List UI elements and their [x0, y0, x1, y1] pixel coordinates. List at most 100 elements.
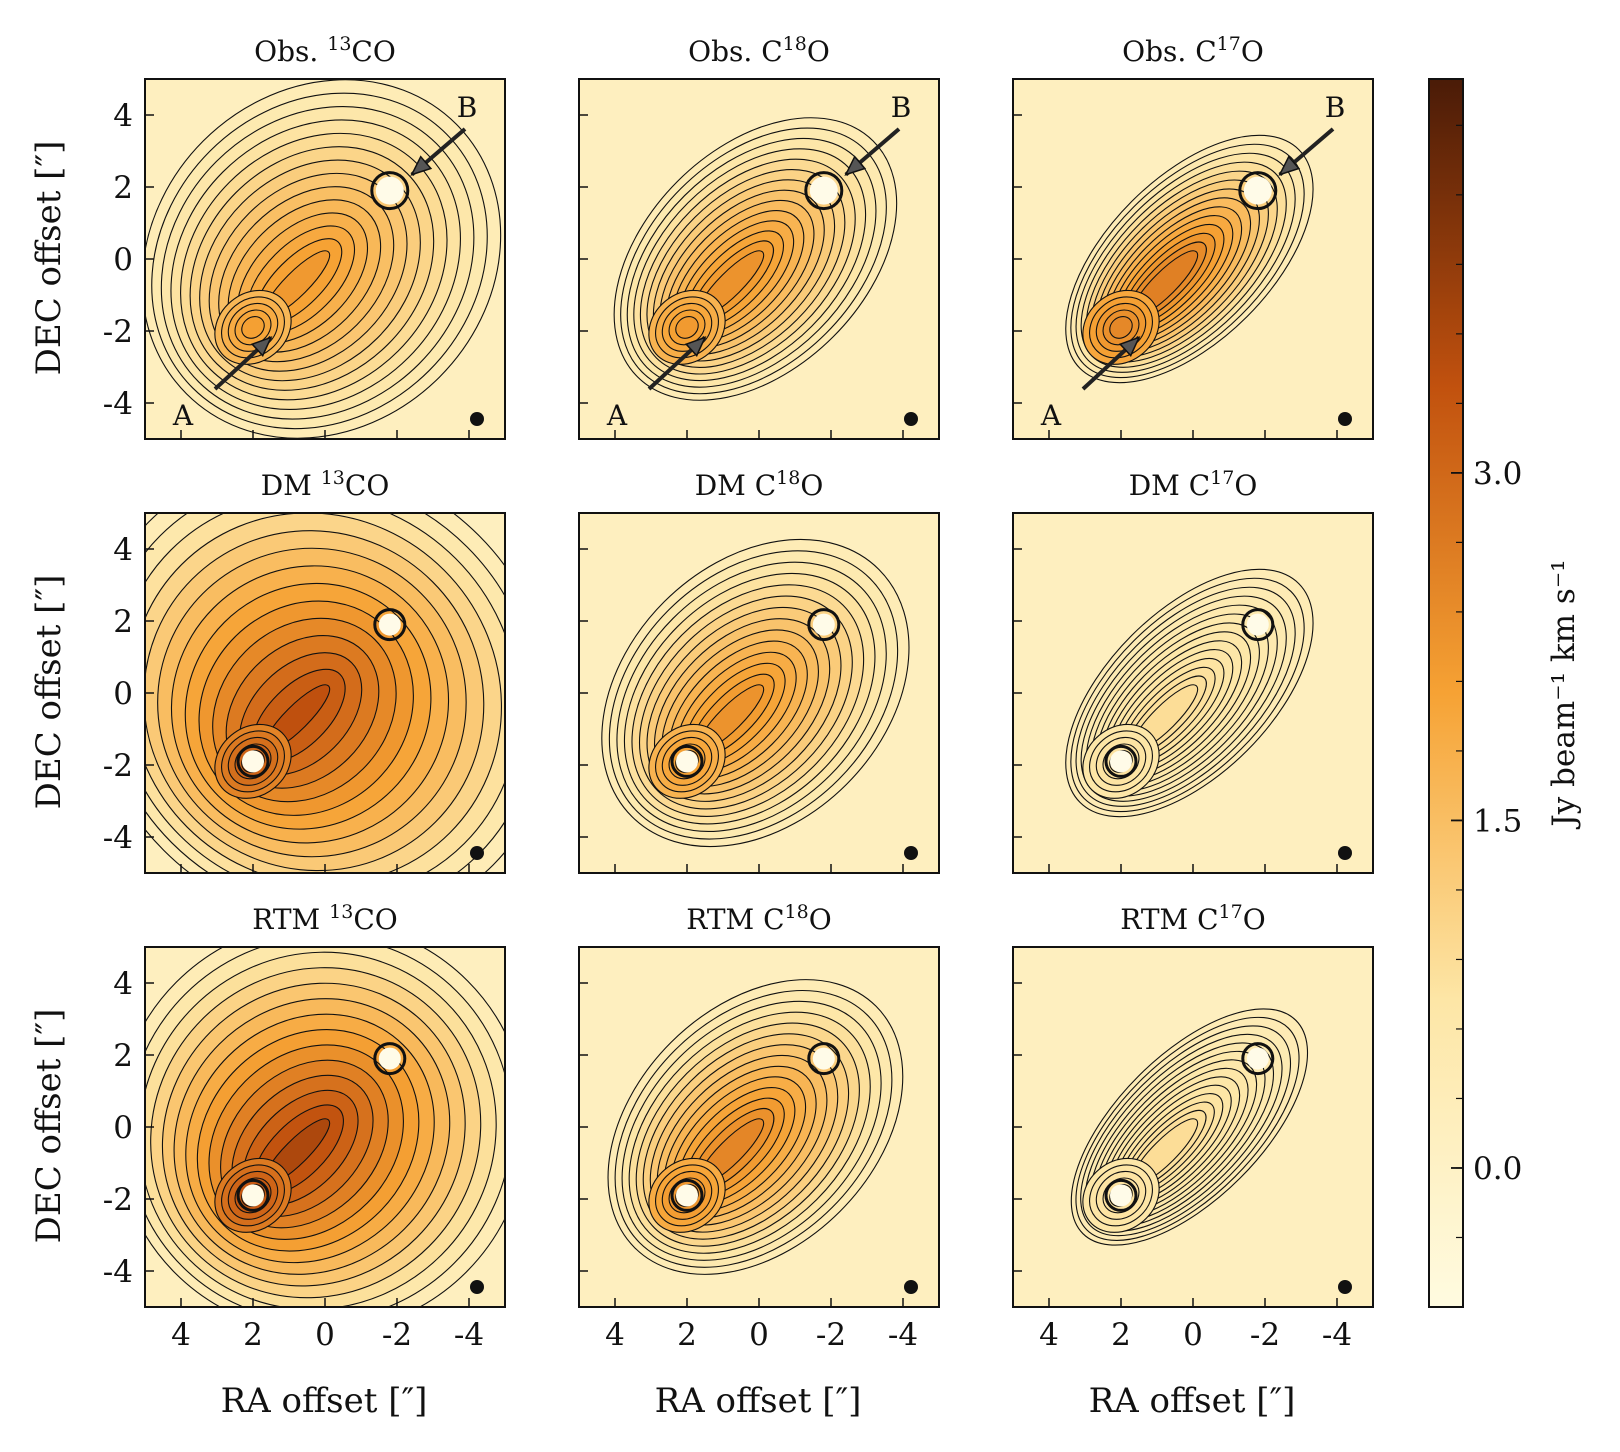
- panel-title: RTM C17O: [1120, 901, 1265, 936]
- beam-ellipse: [1338, 846, 1352, 860]
- source-b-label: B: [457, 91, 478, 124]
- panel-rtm-c18o: 4 2 0 -2 -4 RTM C18O: [578, 901, 940, 1353]
- x-tick-label: 4: [1039, 1317, 1059, 1353]
- source-a-hole: [1110, 750, 1132, 773]
- emission-map: [145, 947, 505, 1307]
- arrow-to-source-b-head: [1278, 155, 1301, 176]
- colorbar: 0.0 1.5 3.0 Jy beam⁻¹ km s⁻¹: [1428, 78, 1582, 1308]
- source-b-label: B: [1325, 91, 1346, 124]
- source-b-hole: [378, 613, 401, 636]
- y-axis-label-row2: DEC offset [″]: [29, 575, 69, 810]
- source-a-hole-ring: [236, 744, 270, 778]
- y-tick-label: -2: [103, 1182, 133, 1218]
- x-axis-label-col1: RA offset [″]: [221, 1381, 428, 1421]
- arrow-to-source-a-head: [250, 336, 273, 357]
- colorbar-tick-label: 0.0: [1473, 1151, 1522, 1187]
- source-a-hole: [676, 1184, 698, 1207]
- source-b-hole: [812, 1047, 835, 1070]
- source-b-hole-ring: [1238, 171, 1278, 211]
- beam-ellipse: [470, 412, 484, 426]
- source-b-label: B: [891, 91, 912, 124]
- x-tick-label: -2: [382, 1317, 412, 1353]
- y-tick-label: 4: [113, 98, 133, 134]
- source-a-label: A: [172, 399, 194, 432]
- arrow-to-source-a-head: [1118, 336, 1141, 357]
- source-a-hole-ring: [1104, 1178, 1138, 1212]
- beam-ellipse: [1338, 1280, 1352, 1294]
- colorbar-tick-label: 3.0: [1473, 456, 1522, 492]
- source-a-hole: [242, 1184, 264, 1207]
- x-tick-label: 2: [1111, 1317, 1131, 1353]
- panel-title: RTM C18O: [686, 901, 831, 936]
- source-b-hole-ring: [804, 171, 844, 211]
- beam-ellipse: [1338, 412, 1352, 426]
- y-tick-label: 2: [113, 604, 133, 640]
- y-tick-label: -4: [103, 820, 133, 856]
- y-tick-label: -2: [103, 314, 133, 350]
- colorbar-tick-label: 1.5: [1473, 803, 1522, 839]
- beam-ellipse: [470, 846, 484, 860]
- emission-map: [1065, 134, 1314, 384]
- panel-rtm-c17o: 4 2 0 -2 -4 RTM C17O: [1012, 901, 1374, 1353]
- y-tick-label: 0: [113, 242, 133, 278]
- panel-obs-13co: 4 2 0 -2 -4 Obs. 13CO B A: [103, 33, 506, 440]
- source-a-hole-ring: [1104, 744, 1138, 778]
- panel-title: DM C17O: [1129, 467, 1258, 502]
- source-a-hole-ring: [670, 1178, 704, 1212]
- x-axis-label-col2: RA offset [″]: [655, 1381, 862, 1421]
- arrow-to-source-b-head: [844, 155, 867, 176]
- panel-title: RTM 13CO: [252, 901, 397, 936]
- y-tick-label: -4: [103, 1254, 133, 1290]
- emission-map: [1070, 1008, 1309, 1246]
- beam-ellipse: [904, 846, 918, 860]
- x-tick-label: 4: [605, 1317, 625, 1353]
- contour-level-source-a: [1109, 315, 1133, 339]
- y-tick-label: 0: [113, 1110, 133, 1146]
- source-b-hole-ring: [370, 171, 410, 211]
- source-b-hole: [1246, 1047, 1269, 1070]
- panel-title: DM C18O: [695, 467, 824, 502]
- panel-obs-c17o: Obs. C17O B A: [1012, 33, 1374, 440]
- panel-title: Obs. C17O: [1122, 33, 1264, 68]
- emission-map: [601, 538, 910, 848]
- beam-ellipse: [470, 1280, 484, 1294]
- source-b-hole: [812, 613, 835, 636]
- x-tick-label: 2: [677, 1317, 697, 1353]
- x-tick-label: -4: [1322, 1317, 1352, 1353]
- y-axis-labels: DEC offset [″] DEC offset [″] DEC offset…: [29, 141, 69, 1244]
- contour-level-source-a: [675, 315, 699, 339]
- source-b-hole-ring: [807, 1042, 841, 1076]
- source-a-hole-ring: [670, 744, 704, 778]
- x-tick-label: 4: [171, 1317, 191, 1353]
- y-tick-label: 2: [113, 1038, 133, 1074]
- panel-title: DM 13CO: [261, 467, 390, 502]
- source-a-label: A: [606, 399, 628, 432]
- x-tick-label: 0: [749, 1317, 769, 1353]
- panel-dm-c18o: DM C18O: [578, 467, 940, 874]
- source-b-hole: [1246, 613, 1269, 636]
- x-tick-label: -2: [816, 1317, 846, 1353]
- y-tick-label: 2: [113, 170, 133, 206]
- source-b-hole-ring: [373, 608, 407, 642]
- panel-rtm-13co: 4 2 0 -2 -4 4 2 0 -2 -4 RTM 13CO: [103, 901, 506, 1353]
- arrow-to-source-a-head: [684, 336, 707, 357]
- source-b-hole: [809, 176, 838, 205]
- x-tick-label: -4: [454, 1317, 484, 1353]
- panels-group: 4 2 0 -2 -4 Obs. 13CO B A Obs. C18O B A Obs. C17O B A…: [103, 33, 1374, 1353]
- panel-title: Obs. C18O: [688, 33, 830, 68]
- x-axis-label-col3: RA offset [″]: [1089, 1381, 1296, 1421]
- source-b-hole: [1243, 176, 1272, 205]
- source-a-label: A: [1040, 399, 1062, 432]
- panel-dm-13co: 4 2 0 -2 -4 DM 13CO: [103, 467, 506, 874]
- source-b-hole-ring: [1241, 1042, 1275, 1076]
- source-b-hole-ring: [1241, 608, 1275, 642]
- y-tick-label: 4: [113, 532, 133, 568]
- contour-level-source-a: [241, 315, 265, 339]
- colorbar-gradient: [1428, 78, 1464, 1308]
- x-axis-labels: RA offset [″] RA offset [″] RA offset [″…: [221, 1381, 1296, 1421]
- source-a-hole: [242, 750, 264, 773]
- emission-map: [145, 513, 505, 873]
- y-tick-label: 0: [113, 676, 133, 712]
- panel-dm-c17o: DM C17O: [1012, 467, 1374, 874]
